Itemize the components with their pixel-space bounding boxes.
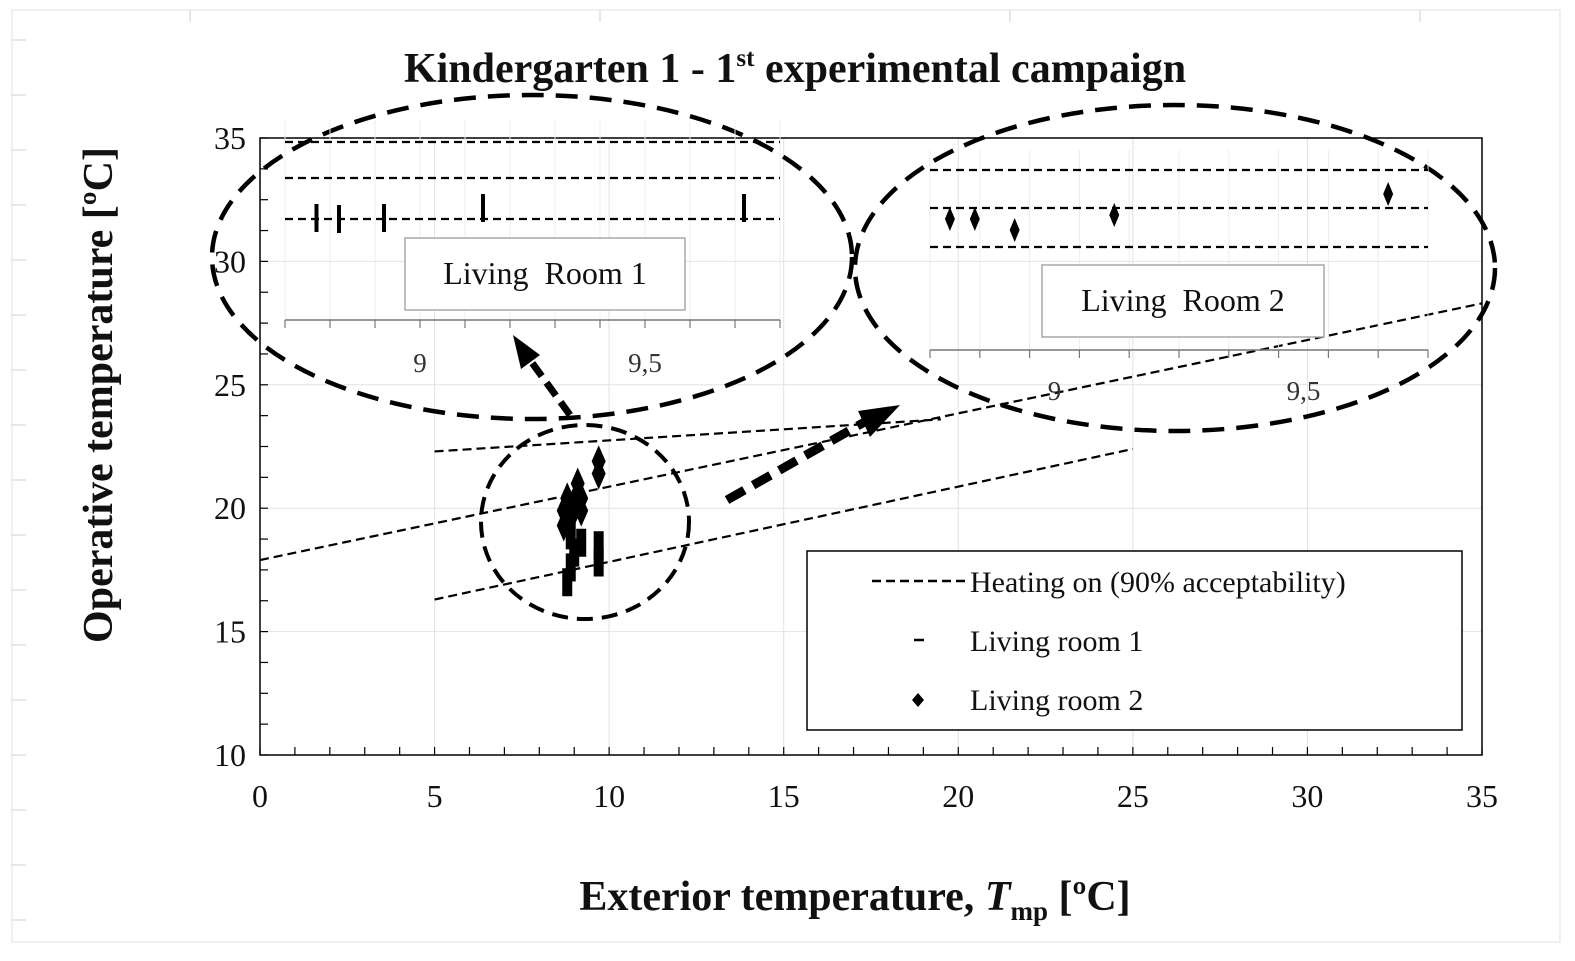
inset-1-label-box [404,237,686,311]
legend-label-living-room-2: Living room 2 [970,684,1143,717]
series-living-room-1 [562,521,604,597]
y-tick-label: 35 [214,120,246,156]
comfort-line-lower [434,447,1134,601]
x-minor-ticks [259,747,1483,755]
legend-label-heating: Heating on (90% acceptability) [970,566,1346,599]
x-tick-label: 25 [1117,778,1149,814]
legend: Heating on (90% acceptability) Living ro… [806,550,1463,731]
legend-marker-living-room-2 [912,693,924,707]
inset-mark [337,205,341,233]
inset-mark [481,194,485,222]
data-point-living-room-1 [593,531,604,560]
x-axis-label: Exterior temperature, Tmp [ºC] [579,874,1130,926]
x-tick-labels: 0 5 10 15 20 25 30 35 [252,778,1498,814]
inset-mark [1009,218,1020,242]
zoom-annotations [209,92,1498,621]
inset-mark [742,194,746,222]
inset-mark [314,204,319,232]
y-tick-label: 10 [214,737,246,773]
y-axis-label: Operative temperature [ºC] [76,147,122,643]
zoom-circle [479,423,691,621]
x-tick-label: 15 [768,778,800,814]
y-minor-ticks [260,137,268,756]
arrow-2-head [858,405,900,437]
y-tick-labels: 10 15 20 25 30 35 [214,120,246,773]
data-point-living-room-1 [569,538,580,567]
inset-mark [969,207,980,231]
data-point-living-room-2 [574,482,589,515]
data-point-living-room-1 [565,553,576,582]
inset-1-label: Living Room 1 [443,255,647,291]
x-tick-label: 20 [942,778,974,814]
inset-tick-label: 9,5 [628,348,662,378]
x-tick-label: 35 [1466,778,1498,814]
inset-mark [944,207,955,231]
inset-tick-label: 9 [1048,376,1062,406]
inset-living-room-2: 9 9,5 Living Room 2 [929,150,1429,406]
data-point-living-room-1 [565,521,576,550]
y-tick-label: 30 [214,243,246,279]
chart-title-superscript: st [736,45,755,72]
inset-2-label-box [1041,264,1325,338]
y-tick-label: 20 [214,490,246,526]
data-point-living-room-1 [593,548,604,577]
legend-label-living-room-1: Living room 1 [970,625,1143,658]
y-tick-label: 25 [214,367,246,403]
x-tick-label: 10 [593,778,625,814]
y-tick-label: 15 [214,614,246,650]
inset-mark [382,204,386,232]
inset-tick-label: 9 [413,348,427,378]
inset-tick-label: 9,5 [1287,376,1321,406]
x-tick-label: 5 [427,778,443,814]
data-point-living-room-2 [591,445,606,478]
chart-title: Kindergarten 1 - 1st experimental campai… [404,45,1186,92]
data-point-living-room-2 [563,502,578,535]
inset-2-label: Living Room 2 [1081,282,1285,318]
arrow-2-shaft [724,416,871,504]
inset-1-ellipse [209,92,855,422]
x-tick-label: 30 [1291,778,1323,814]
outer-ticks [12,10,1421,921]
inset2-plot: 9 9,5 [929,150,1429,406]
inset-mark [1383,182,1394,206]
data-point-living-room-1 [576,528,587,557]
arrow-1-head [513,335,540,369]
inset-2-ellipse [852,102,1498,434]
x-tick-label: 0 [252,778,268,814]
inset-mark [1109,203,1120,227]
data-point-living-room-1 [562,568,573,597]
series-living-room-2 [556,445,606,542]
arrow-1-shaft [527,357,573,418]
inset-living-room-1: 9 9,5 Living Room 1 [284,120,781,378]
